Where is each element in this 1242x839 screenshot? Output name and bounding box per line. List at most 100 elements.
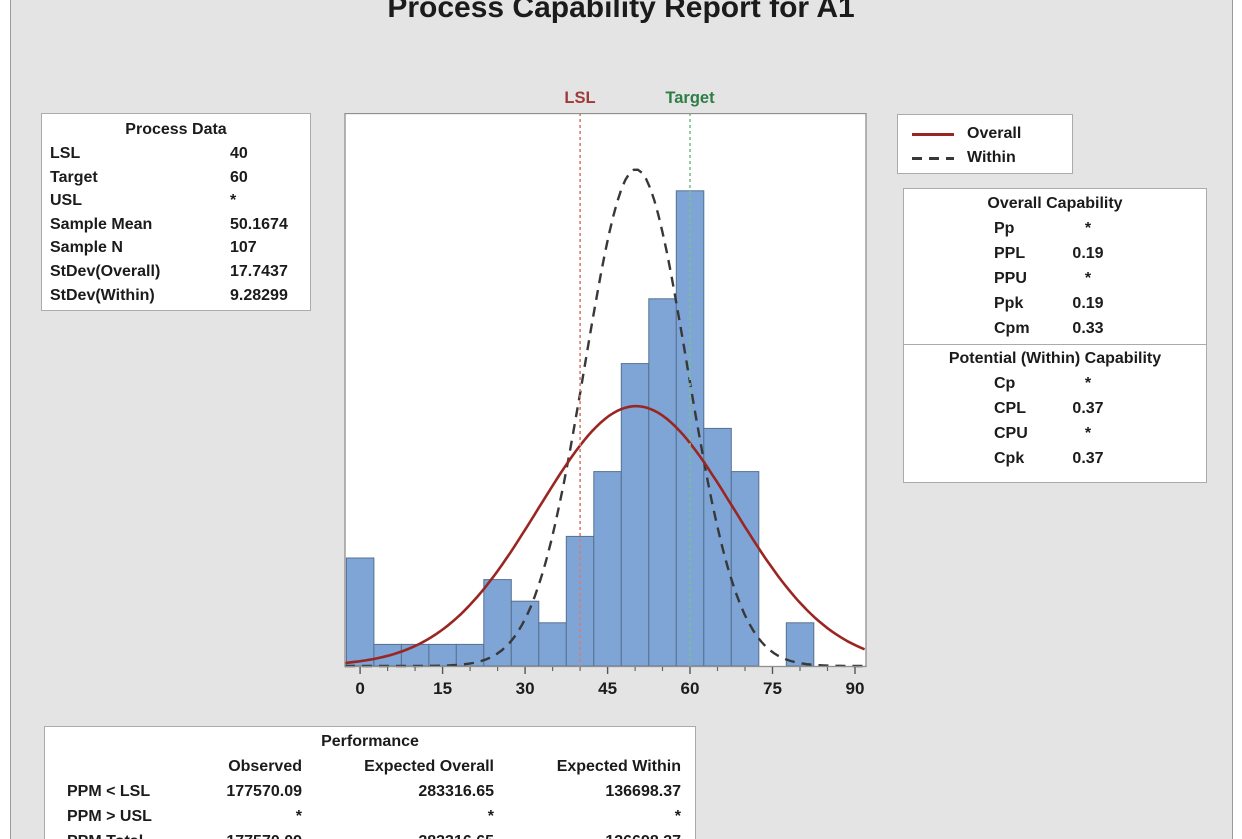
- overall-line-swatch: [912, 132, 954, 136]
- capability-row: CPL 0.37: [904, 396, 1206, 421]
- plot-border: [344, 113, 867, 668]
- capability-histogram-svg: 0 15 30 45 60 75 90: [344, 113, 867, 698]
- capability-row: PPL 0.19: [904, 241, 1206, 266]
- histogram-bar: [648, 298, 677, 667]
- performance-row-label: PPM Total: [67, 829, 177, 839]
- process-data-label: Target: [50, 168, 98, 186]
- histogram-bar: [538, 622, 567, 667]
- performance-row: PPM > USL * * *: [45, 804, 695, 829]
- process-data-label: LSL: [50, 145, 81, 162]
- process-data-row: Sample N 107: [42, 236, 310, 260]
- performance-col-expected-overall: Expected Overall: [364, 758, 494, 775]
- curve-legend: Overall Within: [897, 114, 1073, 174]
- target-label: Target: [665, 89, 715, 107]
- capability-value: 0.19: [1072, 295, 1104, 312]
- process-data-value: 17.7437: [230, 262, 288, 280]
- process-data-row: StDev(Within) 9.28299: [42, 284, 310, 308]
- process-data-row: Target 60: [42, 166, 310, 190]
- x-tick-label: 15: [433, 679, 452, 698]
- capability-value: *: [1084, 375, 1092, 392]
- performance-expected-within-value: 136698.37: [605, 783, 681, 800]
- performance-row-label: PPM < LSL: [67, 783, 151, 800]
- x-tick-label: 90: [846, 679, 865, 698]
- capability-value: *: [1084, 425, 1092, 442]
- capability-divider: [904, 344, 1206, 345]
- process-data-title: Process Data: [125, 121, 227, 138]
- performance-row: PPM Total 177570.09 283316.65 136698.37: [45, 829, 695, 839]
- overall-curve: [344, 404, 866, 665]
- capability-label: Ppk: [994, 295, 1024, 312]
- legend-item-overall: Overall: [912, 122, 1072, 146]
- histogram-bar: [730, 471, 760, 667]
- lsl-label: LSL: [564, 89, 596, 107]
- process-data-box: Process Data LSL 40 Target 60 USL * Samp…: [41, 113, 311, 311]
- process-data-row: Sample Mean 50.1674: [42, 213, 310, 237]
- performance-row-label: PPM > USL: [67, 808, 152, 825]
- capability-label: CPU: [994, 425, 1028, 442]
- process-data-value: 9.28299: [230, 286, 288, 304]
- x-tick-label: 0: [355, 679, 364, 698]
- histogram-bar: [483, 579, 512, 667]
- performance-expected-overall-value: 283316.65: [418, 783, 494, 800]
- legend-item-within: Within: [912, 146, 1072, 170]
- x-tick-label: 60: [681, 679, 700, 698]
- capability-value: 0.37: [1072, 400, 1104, 417]
- performance-expected-overall-value: 283316.65: [302, 829, 494, 839]
- capability-label: CPL: [994, 400, 1026, 417]
- process-data-label: StDev(Within): [50, 286, 155, 304]
- performance-header-row: Observed Expected Overall Expected Withi…: [45, 754, 695, 779]
- capability-box: Overall Capability Pp * PPL 0.19 PPU * P…: [903, 188, 1207, 483]
- process-data-value: *: [230, 192, 237, 210]
- process-data-label: Sample Mean: [50, 215, 153, 233]
- capability-row: Cp *: [904, 371, 1206, 396]
- capability-row: CPU *: [904, 421, 1206, 446]
- histogram-bar: [510, 600, 540, 667]
- process-data-value: 40: [230, 145, 248, 162]
- capability-row: Ppk 0.19: [904, 291, 1206, 316]
- x-tick-label: 45: [598, 679, 617, 698]
- capability-label: Pp: [994, 220, 1015, 237]
- performance-expected-within-value: 136698.37: [494, 829, 681, 839]
- capability-row: Pp *: [904, 216, 1206, 241]
- within-line-swatch: [912, 156, 954, 160]
- capability-row: Cpm 0.33: [904, 316, 1206, 341]
- capability-label: Cp: [994, 375, 1016, 392]
- process-data-row: USL *: [42, 189, 310, 213]
- performance-corner-cell: [67, 754, 177, 779]
- performance-expected-within-value: *: [674, 808, 681, 825]
- performance-title: Performance: [321, 733, 419, 750]
- process-data-value: 60: [230, 168, 248, 186]
- performance-expected-overall-value: *: [487, 808, 494, 825]
- capability-value: *: [1084, 270, 1092, 287]
- performance-observed-value: 177570.09: [226, 783, 302, 800]
- capability-row: Cpk 0.37: [904, 446, 1206, 471]
- process-data-value: 107: [230, 239, 257, 257]
- within-curve: [345, 168, 865, 668]
- performance-col-observed: Observed: [228, 758, 302, 775]
- histogram-bar: [593, 471, 622, 667]
- process-data-label: USL: [50, 192, 82, 210]
- capability-value: 0.33: [1072, 320, 1104, 337]
- performance-row: PPM < LSL 177570.09 283316.65 136698.37: [45, 779, 695, 804]
- x-tick-label: 75: [763, 679, 782, 698]
- histogram-bar: [703, 427, 732, 667]
- process-data-row: StDev(Overall) 17.7437: [42, 260, 310, 284]
- x-tick-label: 30: [516, 679, 535, 698]
- capability-value: *: [1084, 220, 1092, 237]
- legend-label-overall: Overall: [967, 125, 1022, 142]
- capability-row: PPU *: [904, 266, 1206, 291]
- capability-label: Cpm: [994, 320, 1030, 337]
- overall-capability-title: Overall Capability: [987, 195, 1123, 212]
- performance-col-expected-within: Expected Within: [556, 758, 681, 775]
- performance-observed-value: *: [295, 808, 302, 825]
- report-title: Process Capability Report for A1: [387, 0, 855, 24]
- capability-label: PPL: [994, 245, 1026, 262]
- performance-box: Performance Observed Expected Overall Ex…: [44, 726, 696, 839]
- capability-label: PPU: [994, 270, 1027, 287]
- capability-label: Cpk: [994, 450, 1025, 467]
- within-capability-title: Potential (Within) Capability: [948, 350, 1162, 367]
- capability-value: 0.19: [1072, 245, 1104, 262]
- histogram-bar: [428, 643, 457, 667]
- capability-value: 0.37: [1072, 450, 1104, 467]
